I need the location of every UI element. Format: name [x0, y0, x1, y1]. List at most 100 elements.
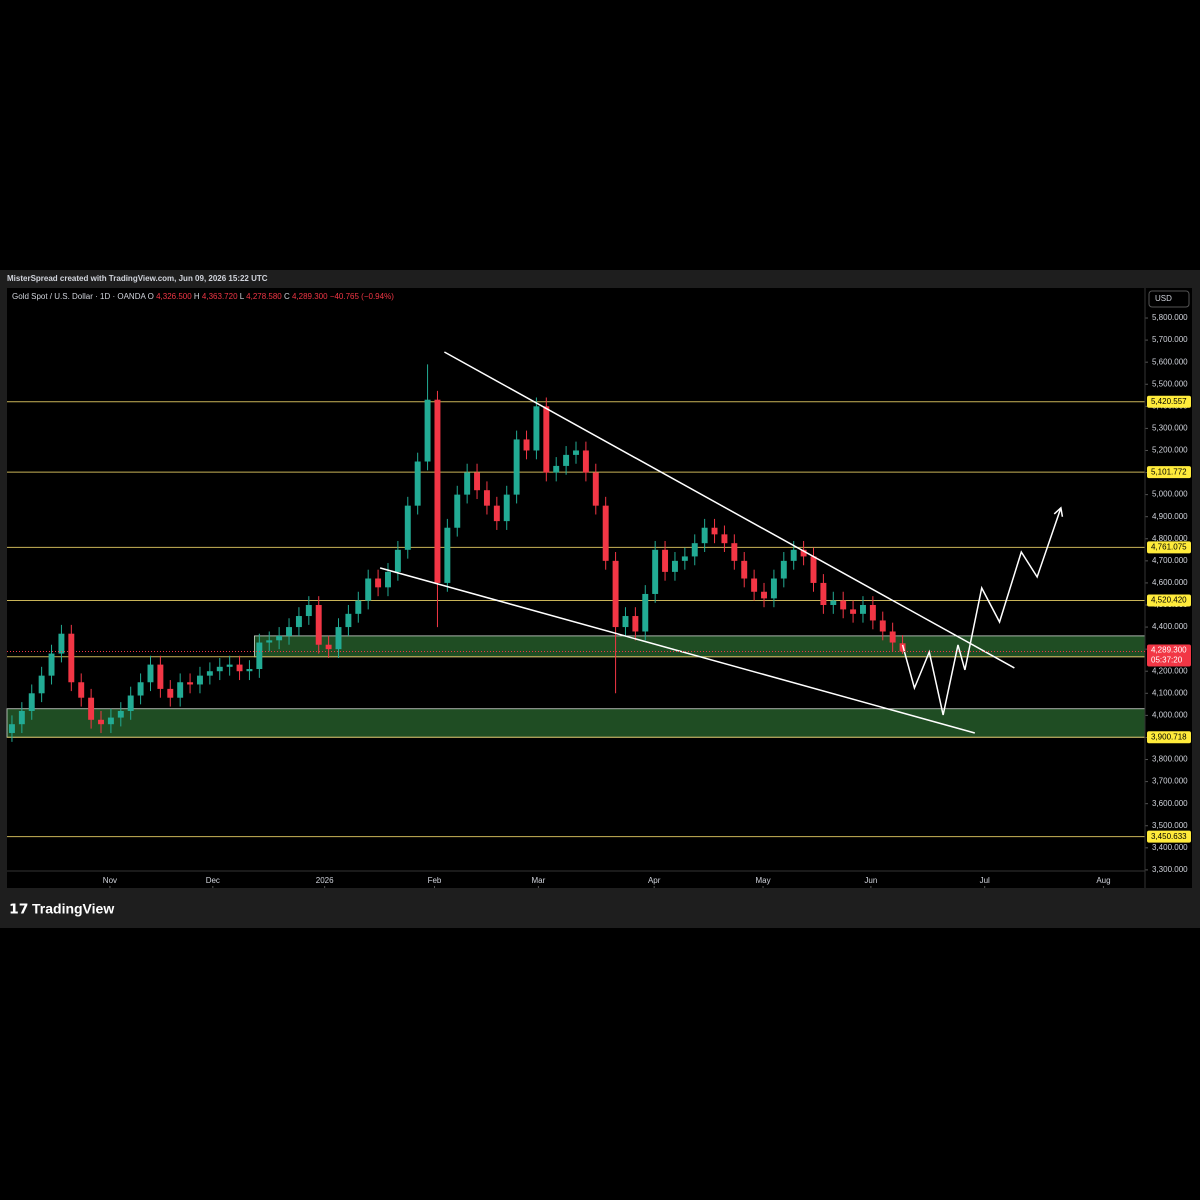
candle-body — [869, 604, 876, 621]
candle-body — [483, 490, 490, 506]
candle-body — [879, 620, 886, 632]
candle-body — [652, 549, 659, 594]
candle-body — [196, 675, 203, 685]
candle-body — [88, 697, 95, 720]
legend: Gold Spot / U.S. Dollar · 1D · OANDA O 4… — [12, 292, 394, 301]
candle-body — [424, 399, 431, 462]
candle-body — [790, 549, 797, 561]
x-tick-label: May — [755, 876, 770, 885]
candle-body — [266, 640, 273, 643]
candle-body — [503, 494, 510, 522]
candle-body — [8, 724, 15, 734]
legend-item: H — [194, 292, 200, 301]
candle-body — [276, 635, 283, 641]
candle-body — [800, 549, 807, 557]
logo: 𝟭𝟳 TradingView — [9, 901, 114, 917]
candle-body — [830, 600, 837, 605]
candle-body — [850, 609, 857, 614]
y-tick-label: 3,700.000 — [1152, 777, 1188, 786]
legend-item: C — [284, 292, 290, 301]
candle-body — [751, 578, 758, 592]
candle-body — [642, 593, 649, 632]
level-label-bg — [1147, 731, 1191, 744]
y-tick-label: 4,600.000 — [1152, 578, 1188, 587]
y-tick-label: 5,800.000 — [1152, 313, 1188, 322]
candle-body — [365, 578, 372, 601]
y-tick-label: 5,700.000 — [1152, 335, 1188, 344]
candle-body — [582, 450, 589, 473]
candle-body — [731, 543, 738, 561]
x-tick-label: Feb — [428, 876, 442, 885]
candle-body — [48, 653, 55, 676]
candle-body — [602, 505, 609, 561]
level-label-bg — [1147, 594, 1191, 607]
candle-body — [553, 465, 560, 473]
candle-body — [612, 560, 619, 628]
trend-drawing — [444, 351, 1015, 669]
candle-body — [820, 582, 827, 605]
candle-body — [246, 669, 253, 672]
candle-body — [434, 399, 441, 583]
candle-body — [335, 627, 342, 650]
candle-body — [117, 710, 124, 718]
candle-body — [701, 527, 708, 544]
candle-body — [770, 578, 777, 599]
candle-body — [681, 556, 688, 561]
x-tick-label: Apr — [648, 876, 661, 885]
x-tick-label: Nov — [103, 876, 117, 885]
y-tick-label: 3,300.000 — [1152, 865, 1188, 874]
level-label-bg — [1147, 466, 1191, 479]
candle-body — [325, 644, 332, 650]
candle-body — [632, 616, 639, 632]
level-label: 4,761.075 — [1151, 542, 1187, 551]
candle-body — [107, 717, 114, 725]
candle-body — [810, 556, 817, 583]
y-tick-label: 4,100.000 — [1152, 688, 1188, 697]
candle-body — [206, 671, 213, 676]
x-tick-label: 2026 — [316, 876, 334, 885]
x-tick-label: Aug — [1096, 876, 1110, 885]
candle-body — [711, 527, 718, 535]
candle-body — [662, 549, 669, 572]
candle-body — [474, 472, 481, 491]
y-tick-label: 5,300.000 — [1152, 424, 1188, 433]
y-tick-label: 4,700.000 — [1152, 556, 1188, 565]
candle-body — [741, 560, 748, 579]
x-tick-label: Dec — [206, 876, 220, 885]
candle-body — [385, 571, 391, 588]
currency-button[interactable] — [1148, 290, 1190, 308]
candle-body — [226, 664, 233, 667]
candle-body — [622, 616, 629, 628]
candle-body — [68, 633, 75, 683]
candle-body — [18, 710, 25, 725]
candle-body — [691, 543, 698, 557]
candle-body — [414, 461, 421, 506]
legend-item: O — [148, 292, 154, 301]
level-label-bg — [1147, 541, 1191, 554]
candle-body — [454, 494, 461, 528]
candle-body — [355, 600, 362, 614]
y-tick-label: 4,400.000 — [1152, 622, 1188, 631]
candle-body — [305, 604, 312, 617]
candle-body — [404, 505, 411, 550]
level-label: 3,900.718 — [1151, 732, 1187, 741]
y-tick-label: 4,000.000 — [1152, 710, 1188, 719]
candle-body — [860, 604, 866, 614]
candle-body — [573, 450, 579, 455]
candle-body — [167, 688, 174, 698]
countdown: 05:37:20 — [1151, 656, 1183, 665]
level-label-bg — [1147, 395, 1191, 408]
currency[interactable]: USD — [1155, 294, 1172, 303]
y-tick-label: 4,900.000 — [1152, 512, 1188, 521]
y-tick-label: 5,200.000 — [1152, 446, 1188, 455]
candle-body — [187, 682, 194, 685]
candle-body — [671, 560, 678, 572]
y-tick-label: 3,400.000 — [1152, 843, 1188, 852]
y-tick-label: 5,000.000 — [1152, 490, 1188, 499]
legend-item: −40.765 (−0.94%) — [330, 292, 394, 301]
level-label: 4,520.420 — [1151, 596, 1187, 605]
level-label: 3,450.633 — [1151, 832, 1187, 841]
candle-body — [78, 682, 85, 698]
level-label-bg — [1147, 830, 1191, 843]
zone — [253, 635, 1146, 658]
